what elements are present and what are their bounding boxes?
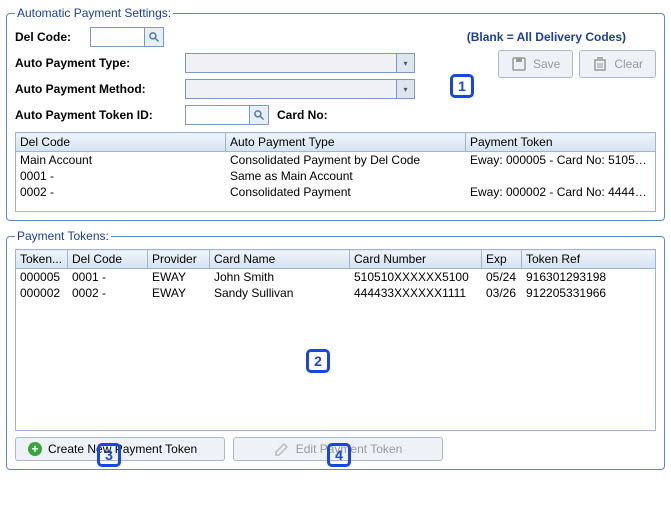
auto-payment-method-row: Auto Payment Method: ▾ [15, 78, 656, 100]
tokens-cell-token: 000005 [16, 269, 68, 285]
automatic-payment-settings-fieldset: Automatic Payment Settings: Del Code: (B… [6, 6, 665, 221]
auto-payment-token-id-label: Auto Payment Token ID: [15, 108, 185, 122]
tokens-th-exp[interactable]: Exp [482, 250, 522, 269]
tokens-cell-num: 444433XXXXXX1111 [350, 285, 482, 301]
tokens-th-token[interactable]: Token... [16, 250, 68, 269]
del-code-search-button[interactable] [144, 27, 164, 47]
settings-cell-paymenttoken [466, 168, 655, 184]
auto-payment-token-id-row: Auto Payment Token ID: Card No: [15, 104, 656, 126]
tokens-cell-exp: 03/26 [482, 285, 522, 301]
tokens-th-num[interactable]: Card Number [350, 250, 482, 269]
settings-table-header-row: Del Code Auto Payment Type Payment Token [16, 133, 656, 152]
settings-cell-paymenttoken: Eway: 000005 - Card No: 510510XX... [466, 152, 655, 168]
settings-table-body-wrap: Main Account Consolidated Payment by Del… [15, 152, 656, 212]
payment-tokens-fieldset: Payment Tokens: Token... Del Code Provid… [6, 229, 665, 470]
tokens-cell-token: 000002 [16, 285, 68, 301]
settings-cell-delcode: 0001 - [16, 168, 226, 184]
tokens-cell-name: John Smith [210, 269, 350, 285]
plus-icon: + [28, 442, 42, 456]
tokens-cell-del: 0001 - [68, 269, 148, 285]
callout-marker-2: 2 [306, 349, 330, 373]
tokens-th-ref[interactable]: Token Ref [522, 250, 656, 269]
settings-th-paymenttoken[interactable]: Payment Token [466, 133, 656, 152]
save-button-label: Save [533, 57, 560, 71]
tokens-cell-ref: 912205331966 [522, 285, 655, 301]
tokens-cell-name: Sandy Sullivan [210, 285, 350, 301]
settings-cell-paymenttoken: Eway: 000002 - Card No: 444433XX... [466, 184, 655, 200]
callout-marker-4: 4 [327, 443, 351, 467]
edit-icon [274, 441, 290, 457]
tokens-row[interactable]: 000002 0002 - EWAY Sandy Sullivan 444433… [16, 285, 655, 301]
save-icon [511, 56, 527, 72]
settings-cell-autotype: Same as Main Account [226, 168, 466, 184]
search-icon [148, 31, 160, 43]
clear-icon [592, 56, 608, 72]
del-code-input[interactable] [90, 27, 145, 47]
settings-cell-delcode: 0002 - [16, 184, 226, 200]
card-no-label: Card No: [277, 108, 328, 122]
del-code-label: Del Code: [15, 30, 90, 44]
tokens-cell-prov: EWAY [148, 285, 210, 301]
payment-tokens-legend: Payment Tokens: [15, 229, 111, 243]
tokens-row[interactable]: 000005 0001 - EWAY John Smith 510510XXXX… [16, 269, 655, 285]
tokens-th-del[interactable]: Del Code [68, 250, 148, 269]
chevron-down-icon: ▾ [396, 54, 414, 72]
tokens-table-header-row: Token... Del Code Provider Card Name Car… [16, 250, 656, 269]
settings-row[interactable]: Main Account Consolidated Payment by Del… [16, 152, 655, 168]
settings-cell-delcode: Main Account [16, 152, 226, 168]
settings-th-autotype[interactable]: Auto Payment Type [226, 133, 466, 152]
auto-payment-token-id-input[interactable] [185, 105, 250, 125]
save-clear-button-row: Save Clear [498, 50, 656, 78]
del-code-row: Del Code: (Blank = All Delivery Codes) [15, 26, 656, 48]
auto-payment-token-id-search-button[interactable] [249, 105, 269, 125]
tokens-th-prov[interactable]: Provider [148, 250, 210, 269]
save-button[interactable]: Save [498, 50, 573, 78]
callout-marker-3: 3 [97, 443, 121, 467]
tokens-cell-prov: EWAY [148, 269, 210, 285]
tokens-cell-num: 510510XXXXXX5100 [350, 269, 482, 285]
settings-cell-autotype: Consolidated Payment [226, 184, 466, 200]
tokens-th-name[interactable]: Card Name [210, 250, 350, 269]
settings-table: Del Code Auto Payment Type Payment Token [15, 132, 656, 152]
tokens-table: Token... Del Code Provider Card Name Car… [15, 249, 656, 269]
settings-th-delcode[interactable]: Del Code [16, 133, 226, 152]
clear-button[interactable]: Clear [579, 50, 656, 78]
auto-payment-method-label: Auto Payment Method: [15, 82, 185, 96]
settings-row[interactable]: 0002 - Consolidated Payment Eway: 000002… [16, 184, 655, 200]
tokens-cell-ref: 916301293198 [522, 269, 655, 285]
search-icon [253, 109, 265, 121]
settings-cell-autotype: Consolidated Payment by Del Code [226, 152, 466, 168]
clear-button-label: Clear [614, 57, 643, 71]
blank-hint-text: (Blank = All Delivery Codes) [467, 30, 626, 44]
auto-payment-method-combo[interactable]: ▾ [185, 79, 415, 99]
chevron-down-icon: ▾ [396, 80, 414, 98]
automatic-payment-settings-legend: Automatic Payment Settings: [15, 6, 173, 20]
create-payment-token-label: Create New Payment Token [48, 442, 197, 456]
settings-row[interactable]: 0001 - Same as Main Account [16, 168, 655, 184]
tokens-table-body-wrap: 000005 0001 - EWAY John Smith 510510XXXX… [15, 269, 656, 431]
tokens-cell-exp: 05/24 [482, 269, 522, 285]
tokens-cell-del: 0002 - [68, 285, 148, 301]
auto-payment-type-combo[interactable]: ▾ [185, 53, 415, 73]
auto-payment-type-label: Auto Payment Type: [15, 56, 185, 70]
callout-marker-1: 1 [450, 74, 474, 98]
